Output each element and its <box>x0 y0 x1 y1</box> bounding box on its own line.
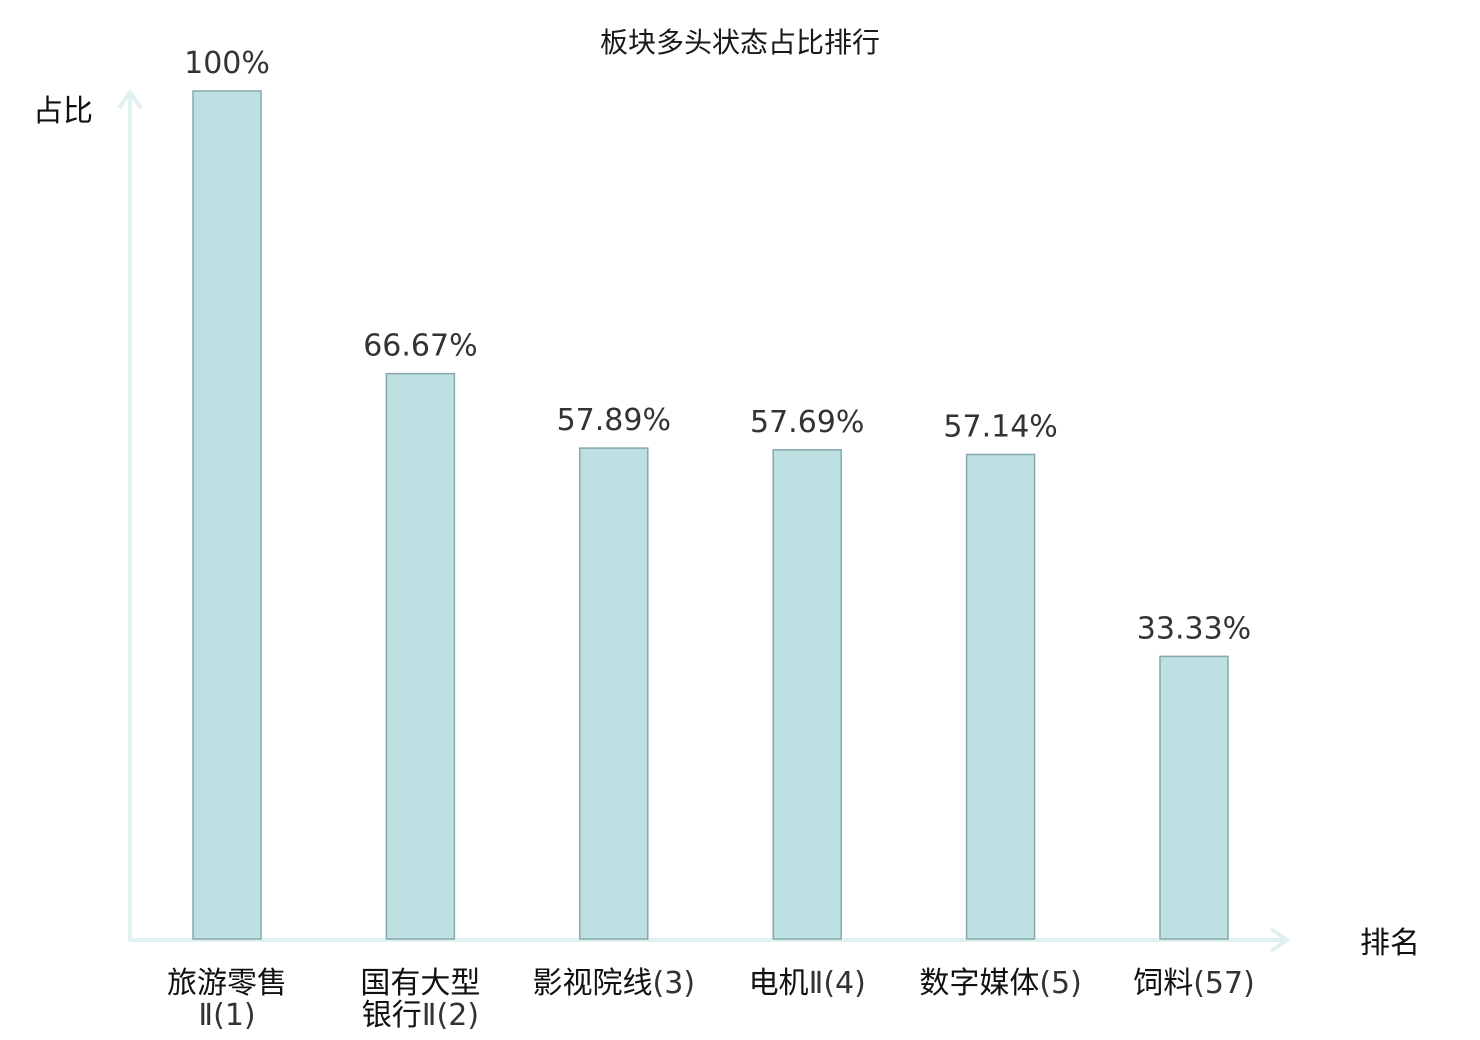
category-name: 电机 <box>749 966 809 1001</box>
y-axis-arrow <box>117 88 143 110</box>
category-label: 数字媒体(5) <box>919 966 1082 1001</box>
category-name: 饲料 <box>1133 966 1193 1001</box>
x-axis: 排名 <box>128 926 1420 961</box>
category-name: 银行 <box>362 998 422 1033</box>
category-rank: Ⅱ(4) <box>809 966 866 1001</box>
category-label: Ⅱ(1) <box>198 998 255 1033</box>
bar <box>579 447 649 940</box>
bar-value-label: 100% <box>184 46 270 81</box>
category-rank: (5) <box>1039 966 1082 1001</box>
y-axis-label: 占比 <box>33 94 93 129</box>
x-axis-label: 排名 <box>1360 926 1420 961</box>
category-rank: (57) <box>1193 966 1255 1001</box>
bar <box>1159 655 1229 940</box>
bar-value-label: 33.33% <box>1137 611 1251 646</box>
value-labels: 100% 66.67% 57.89% 57.69% 57.14% 33.33% <box>184 46 1251 646</box>
category-name: 影视院线 <box>533 966 653 1001</box>
category-rank: Ⅱ(2) <box>422 998 479 1033</box>
category-label: 国有大型 <box>360 966 480 1001</box>
category-rank: (3) <box>653 966 696 1001</box>
bar <box>965 453 1036 940</box>
category-name: 数字媒体 <box>919 966 1039 1001</box>
bar <box>192 90 262 940</box>
bar-value-label: 57.14% <box>943 409 1057 444</box>
category-label: 电机Ⅱ(4) <box>749 966 866 1001</box>
category-name: 旅游零售 <box>167 966 287 1001</box>
x-axis-arrow <box>1269 927 1291 953</box>
bar-value-label: 66.67% <box>363 329 477 364</box>
category-label: 影视院线(3) <box>533 966 696 1001</box>
chart-title: 板块多头状态占比排行 <box>600 26 880 59</box>
bar <box>772 449 842 940</box>
category-label: 银行Ⅱ(2) <box>362 998 479 1033</box>
bar-value-label: 57.69% <box>750 405 864 440</box>
category-name: 国有大型 <box>360 966 480 1001</box>
bar-value-label: 57.89% <box>557 403 671 438</box>
bar-series <box>192 90 1229 940</box>
y-axis: 占比 <box>33 88 143 940</box>
category-rank: Ⅱ(1) <box>198 998 255 1033</box>
bar <box>385 372 456 940</box>
category-label: 旅游零售 <box>167 966 287 1001</box>
category-label: 饲料(57) <box>1133 966 1255 1001</box>
